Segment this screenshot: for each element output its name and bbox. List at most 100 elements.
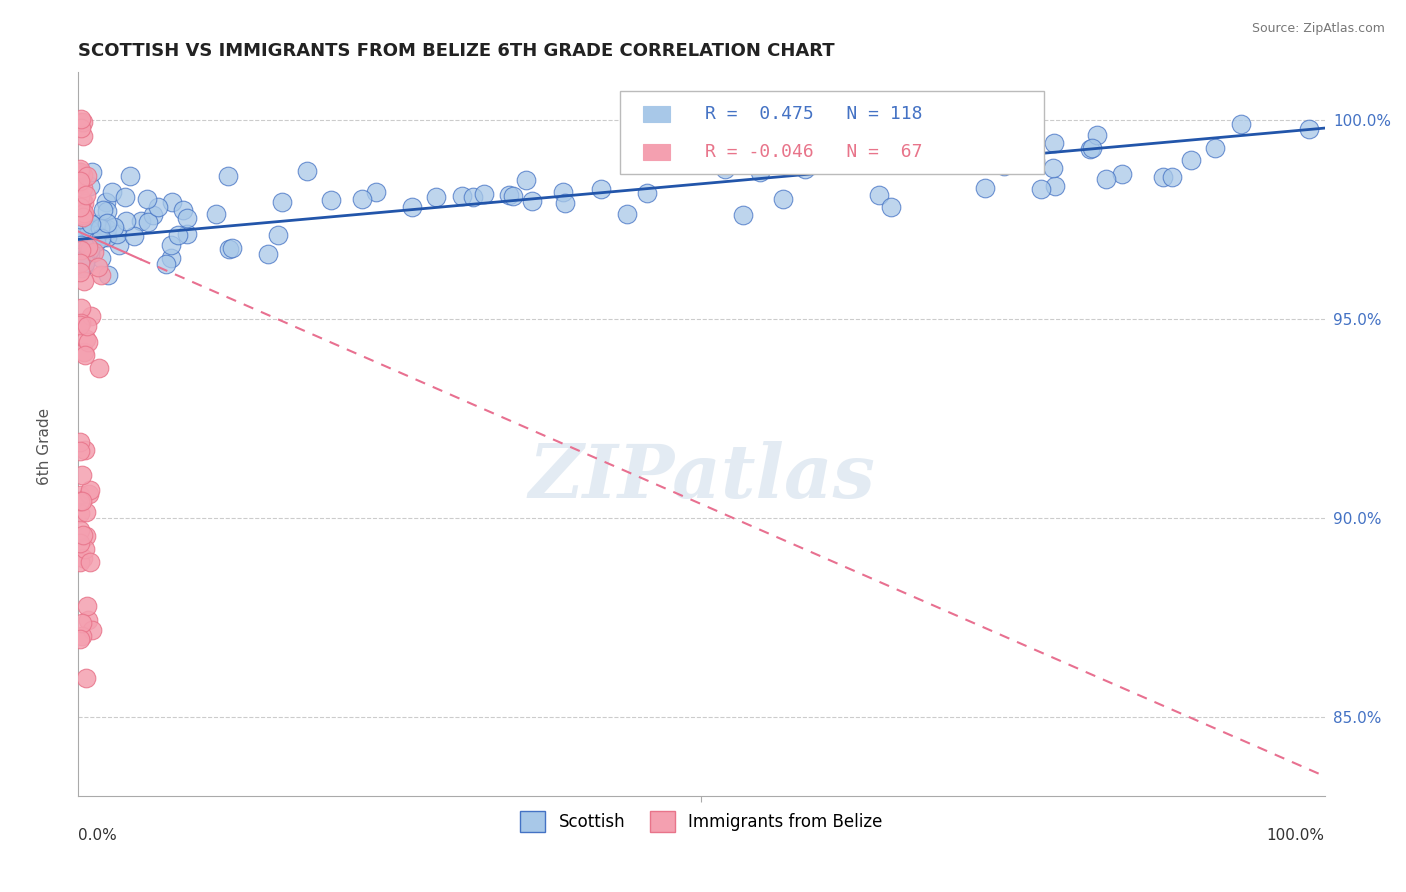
Point	[72, 115, 94, 129]
Point	[1031, 182, 1053, 196]
Point	[69, 265, 91, 279]
Point	[554, 196, 576, 211]
Point	[83, 244, 105, 259]
Point	[297, 164, 319, 178]
Point	[463, 190, 485, 204]
Point	[884, 132, 907, 146]
Point	[72, 259, 94, 273]
Point	[75, 505, 97, 519]
Point	[77, 226, 100, 240]
Point	[69, 493, 91, 508]
Point	[69, 115, 91, 129]
Point	[97, 268, 120, 283]
Point	[321, 194, 343, 208]
Point	[551, 185, 574, 199]
Point	[75, 529, 97, 543]
Point	[868, 187, 890, 202]
Point	[96, 230, 118, 244]
Point	[90, 219, 112, 233]
Point	[748, 165, 770, 179]
Point	[72, 261, 94, 276]
Point	[103, 219, 125, 234]
Point	[69, 165, 91, 179]
Point	[70, 237, 93, 252]
Point	[69, 555, 91, 569]
Point	[205, 207, 228, 221]
Point	[76, 245, 98, 260]
Point	[515, 173, 537, 187]
Point	[160, 194, 183, 209]
Point	[69, 256, 91, 270]
Text: 0.0%: 0.0%	[79, 828, 117, 843]
Point	[70, 494, 93, 508]
Point	[80, 623, 103, 637]
Point	[86, 235, 108, 250]
Point	[72, 129, 94, 144]
Point	[69, 191, 91, 205]
Point	[79, 483, 101, 497]
Text: R =  0.475   N = 118: R = 0.475 N = 118	[706, 105, 922, 123]
Bar	[643, 106, 671, 122]
Point	[966, 138, 988, 153]
Point	[1080, 142, 1102, 156]
Point	[82, 165, 104, 179]
Point	[69, 250, 91, 264]
Point	[96, 222, 118, 236]
Point	[69, 217, 91, 231]
Point	[160, 252, 183, 266]
Point	[142, 208, 165, 222]
Point	[401, 200, 423, 214]
Point	[79, 555, 101, 569]
Text: ZIPatlas: ZIPatlas	[529, 442, 875, 514]
Point	[70, 629, 93, 643]
Point	[879, 200, 901, 214]
Point	[616, 207, 638, 221]
Point	[73, 214, 96, 228]
Point	[72, 550, 94, 565]
Point	[101, 185, 124, 199]
Point	[69, 165, 91, 179]
Point	[69, 176, 91, 190]
Point	[105, 227, 128, 242]
Point	[73, 275, 96, 289]
Point	[72, 195, 94, 210]
Text: 100.0%: 100.0%	[1267, 828, 1324, 843]
Point	[72, 225, 94, 239]
Point	[993, 159, 1015, 173]
Point	[73, 245, 96, 260]
Point	[155, 257, 177, 271]
Point	[1043, 136, 1066, 151]
Point	[77, 487, 100, 501]
Point	[267, 228, 290, 243]
Point	[69, 258, 91, 272]
Point	[75, 332, 97, 346]
Point	[118, 169, 141, 183]
Point	[1087, 128, 1109, 142]
Point	[472, 187, 495, 202]
Point	[72, 208, 94, 222]
Point	[138, 215, 160, 229]
Point	[498, 187, 520, 202]
Point	[73, 205, 96, 219]
Point	[76, 319, 98, 334]
Point	[69, 120, 91, 135]
Point	[115, 214, 138, 228]
Point	[1161, 169, 1184, 184]
FancyBboxPatch shape	[620, 90, 1045, 174]
Point	[1081, 141, 1104, 155]
Point	[1180, 153, 1202, 167]
Point	[974, 181, 997, 195]
Point	[993, 150, 1015, 164]
Text: R = -0.046   N =  67: R = -0.046 N = 67	[706, 143, 922, 161]
Point	[80, 309, 103, 323]
Point	[69, 434, 91, 449]
Point	[172, 203, 194, 218]
Point	[96, 195, 118, 210]
Point	[69, 244, 91, 258]
Point	[70, 301, 93, 316]
Point	[425, 190, 447, 204]
Point	[73, 541, 96, 556]
Point	[257, 247, 280, 261]
Point	[176, 211, 198, 226]
Point	[72, 207, 94, 221]
